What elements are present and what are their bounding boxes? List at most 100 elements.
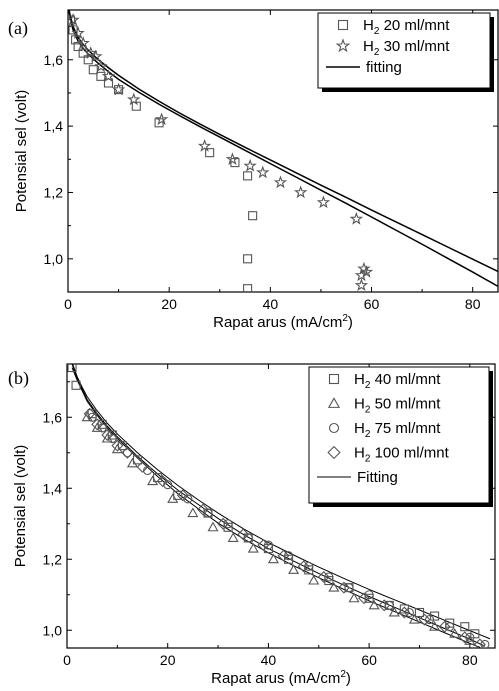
x-tick-label: 40 <box>261 652 277 668</box>
plot-area <box>67 364 491 648</box>
legend-marker-triangle <box>327 397 341 408</box>
y-tick-label: 1,6 <box>44 52 64 68</box>
data-point-diamond <box>277 549 290 562</box>
fitting-line <box>71 364 486 647</box>
series-star <box>68 12 374 292</box>
fitting-line <box>68 10 498 273</box>
legend-entry: H2 30 ml/mnt <box>363 38 450 58</box>
data-point-diamond <box>83 407 96 420</box>
x-tick-label: 60 <box>361 652 377 668</box>
data-point-star <box>243 158 257 172</box>
legend-marker-star <box>335 38 351 53</box>
data-point-circle <box>284 551 294 561</box>
data-point-triangle <box>247 542 259 553</box>
data-point-star <box>68 12 80 26</box>
data-point-circle <box>480 639 490 648</box>
legend-entry: H2 50 ml/mnt <box>354 396 441 416</box>
data-point-star <box>273 175 288 189</box>
y-axis-label: Potensial sel (volt) <box>13 90 30 213</box>
data-point-circle <box>445 622 455 632</box>
data-point-star <box>111 82 126 96</box>
data-point-triangle <box>308 574 320 585</box>
data-point-triangle <box>348 592 360 603</box>
data-point-diamond <box>237 528 250 541</box>
fitting-line <box>72 364 491 640</box>
chart-panel-b: (b) 0 20 40 60 80 1,0 1,2 1,4 1,6 Rapat arus (mA/c… <box>8 363 496 687</box>
data-point-circle <box>122 448 132 458</box>
data-point-square <box>243 171 253 181</box>
data-point-square <box>67 364 77 373</box>
data-point-circle <box>344 583 354 593</box>
data-point-star <box>76 36 90 49</box>
y-axis: 1,0 1,2 1,4 1,6 <box>43 381 495 638</box>
data-point-circle <box>465 632 475 642</box>
y-tick-label: 1,2 <box>43 551 63 567</box>
legend-marker-circle <box>328 422 340 434</box>
data-point-circle <box>384 600 394 610</box>
data-point-diamond <box>91 418 104 431</box>
data-point-triangle <box>207 521 219 532</box>
data-point-star <box>197 138 212 152</box>
data-point-circle <box>223 519 233 529</box>
panel-label: (a) <box>8 18 28 39</box>
data-point-diamond <box>136 460 149 473</box>
data-point-square <box>71 380 81 390</box>
x-tick-label: 80 <box>465 296 481 312</box>
data-point-star <box>357 261 371 275</box>
data-point-triangle <box>81 411 93 422</box>
x-tick-label: 80 <box>462 652 478 668</box>
y-axis: 1,0 1,2 1,4 1,6 <box>44 26 498 267</box>
data-point-square <box>205 148 215 158</box>
legend-marker-square <box>337 19 349 31</box>
data-point-star <box>316 195 331 209</box>
legend-entry-fitting: fitting <box>366 59 402 76</box>
plot-frame <box>67 9 499 293</box>
data-point-triangle <box>388 606 400 617</box>
data-point-square <box>460 622 470 632</box>
data-point-square <box>243 254 253 264</box>
data-point-square <box>243 284 253 292</box>
data-point-triangle <box>429 620 441 631</box>
data-point-square <box>364 593 374 603</box>
data-point-square <box>96 71 106 81</box>
data-point-diamond <box>217 517 230 530</box>
data-point-diamond <box>418 613 431 626</box>
data-point-square <box>88 65 98 75</box>
data-point-star <box>225 152 240 165</box>
data-point-star <box>94 59 108 73</box>
plot-frame <box>66 363 496 649</box>
data-point-diamond <box>458 631 471 644</box>
x-tick-label: 0 <box>63 652 71 668</box>
data-point-diamond <box>111 439 124 452</box>
data-point-circle <box>304 561 314 571</box>
fitting-line <box>68 10 498 288</box>
data-point-diamond <box>378 599 391 612</box>
y-tick-label: 1,2 <box>44 184 64 200</box>
data-point-square <box>248 211 258 221</box>
data-point-diamond <box>317 571 330 583</box>
data-point-triangle <box>328 581 340 592</box>
y-tick-label: 1,0 <box>44 251 64 267</box>
data-point-square <box>414 607 425 618</box>
legend-marker-square <box>328 373 340 385</box>
legend-entry: H2 20 ml/mnt <box>363 17 450 37</box>
data-point-diamond <box>101 429 114 441</box>
data-point-star <box>154 112 169 126</box>
legend-entry-fitting: Fitting <box>357 469 398 486</box>
data-point-triangle <box>147 475 159 486</box>
data-point-diamond <box>398 606 411 619</box>
data-point-diamond <box>156 475 169 488</box>
x-tick-label: 0 <box>64 296 72 312</box>
data-point-triangle <box>227 532 239 542</box>
x-axis-label: Rapat arus (mA/cm2) <box>213 313 353 331</box>
legend-entry: H2 40 ml/mnt <box>354 371 441 391</box>
x-tick-label: 40 <box>263 296 279 312</box>
x-tick-label: 20 <box>161 296 177 312</box>
data-point-triangle <box>368 599 380 610</box>
chart-panel-a: (a) 0 20 40 60 80 1,0 1,2 1,4 1,6 Rapat arus (mA/c… <box>8 9 499 331</box>
series-diamond <box>83 407 486 648</box>
data-point-star <box>89 49 103 63</box>
panel-label: (b) <box>8 368 29 389</box>
